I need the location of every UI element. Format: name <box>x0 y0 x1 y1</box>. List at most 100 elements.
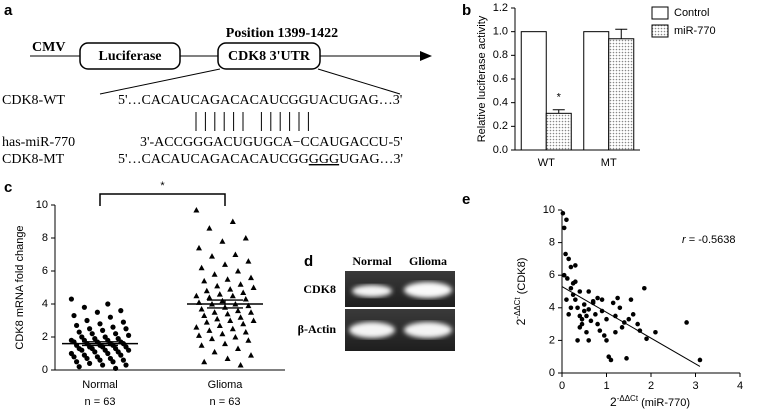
x-tick-label: Normal <box>82 379 117 391</box>
point <box>219 238 226 244</box>
base-pairs <box>195 112 309 131</box>
significance-bracket <box>99 193 226 206</box>
panel-label: a <box>4 2 13 19</box>
point <box>224 310 231 317</box>
utr-box-label: CDK8 3'UTR <box>228 49 311 64</box>
point <box>123 362 129 368</box>
point <box>613 329 618 335</box>
point <box>248 352 254 358</box>
annotation-symbol: r <box>682 234 687 246</box>
point <box>617 305 623 311</box>
point <box>628 297 634 302</box>
x-tick-label: MT <box>601 157 617 169</box>
point <box>560 210 566 216</box>
point <box>206 327 213 333</box>
panel-label: b <box>462 2 471 19</box>
panel-label: d <box>304 253 313 270</box>
point <box>89 331 95 337</box>
panel-a: a CMV Luciferase CDK8 3'UTR Position 139… <box>2 2 432 167</box>
row-name: CDK8-MT <box>2 152 65 167</box>
point <box>584 313 589 319</box>
point <box>113 365 119 371</box>
x-axis-label-part: -ΔΔCt <box>617 394 639 403</box>
point <box>222 340 228 347</box>
point <box>593 312 598 317</box>
y-axis-label-part: 2 <box>514 318 528 325</box>
point <box>87 360 93 366</box>
annotation-value: = -0.5638 <box>686 234 736 246</box>
zoom-line <box>99 68 221 95</box>
bar <box>545 112 572 151</box>
point <box>619 325 625 330</box>
y-tick-label: 0.2 <box>493 120 508 132</box>
point <box>97 357 103 363</box>
point <box>570 281 576 286</box>
point <box>644 336 649 342</box>
point <box>564 297 569 302</box>
point <box>76 364 82 370</box>
point <box>604 338 609 343</box>
point <box>248 274 254 281</box>
point <box>568 264 574 270</box>
point <box>235 307 241 314</box>
y-tick-label: 0 <box>42 364 48 376</box>
point <box>126 332 132 338</box>
point <box>245 302 252 309</box>
y-tick-label: 0.4 <box>493 97 508 109</box>
x-tick-label: 3 <box>692 380 698 392</box>
count-label: n = 63 <box>85 396 116 408</box>
point <box>601 333 607 338</box>
significance-label: * <box>160 180 165 192</box>
point <box>237 314 244 320</box>
y-tick-label: 1.0 <box>493 26 508 38</box>
point <box>219 330 226 337</box>
count-label: n = 63 <box>210 396 241 408</box>
point <box>209 335 215 342</box>
point <box>588 318 594 324</box>
y-axis-label-part: (CDK8) <box>516 258 528 298</box>
point <box>595 321 600 327</box>
point <box>74 322 80 329</box>
point <box>105 350 111 357</box>
point <box>242 235 249 241</box>
point <box>214 282 221 289</box>
sequence: 3'-ACCGGGACUGUGCA−CCAUGACCU-5' <box>140 135 403 150</box>
point <box>113 331 119 337</box>
point <box>245 258 252 264</box>
y-tick-label: 0.0 <box>493 144 508 156</box>
x-tick-label: 4 <box>737 380 743 392</box>
legend-label: miR-770 <box>674 25 716 37</box>
point <box>240 320 247 327</box>
sequence-part: 3'-ACCGGGACUGUGCA−CCAUGACCU-5' <box>140 135 403 150</box>
point <box>561 272 567 278</box>
point <box>107 314 113 320</box>
point <box>581 302 587 307</box>
point <box>211 309 218 315</box>
point <box>94 309 100 315</box>
y-tick-label: 8 <box>42 232 48 244</box>
y-tick-label: 1.2 <box>493 2 508 14</box>
point <box>599 297 605 302</box>
point <box>196 244 202 251</box>
sequence-part: 5'…CACAUCAGACACAUCGGUACUGAG…3' <box>118 93 402 108</box>
error-bar <box>615 28 628 39</box>
point <box>564 217 569 223</box>
point <box>684 320 689 325</box>
y-axis-label: Relative luciferase activity <box>476 15 488 142</box>
point <box>615 295 620 301</box>
annotation: * <box>557 92 562 104</box>
legend-swatch <box>651 6 669 20</box>
zoom-line <box>317 68 401 95</box>
point <box>229 292 236 299</box>
point <box>626 316 632 322</box>
point <box>227 286 234 292</box>
point <box>250 317 257 323</box>
point <box>565 276 570 281</box>
x-axis-label-part: (miR-770) <box>638 397 690 409</box>
panel-label: c <box>4 179 12 196</box>
sem-bar <box>207 299 243 309</box>
point <box>577 313 583 319</box>
point <box>235 345 241 352</box>
point <box>237 281 244 287</box>
y-tick-label: 0.8 <box>493 49 508 61</box>
